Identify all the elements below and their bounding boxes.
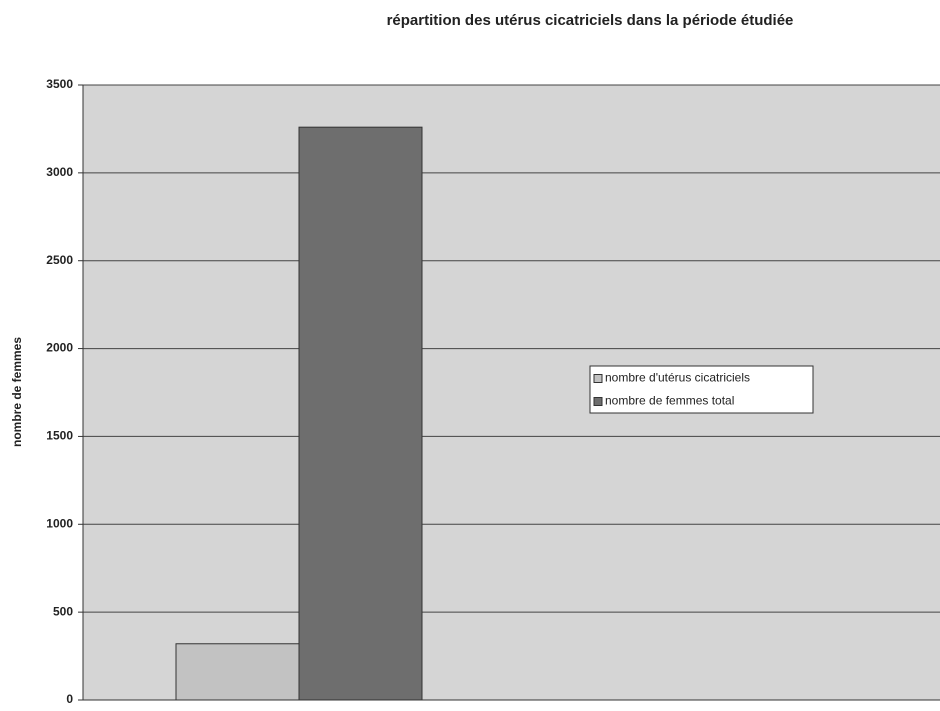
legend-key [593, 374, 603, 383]
y-tick-label: 1500 [46, 429, 73, 443]
legend-label: nombre d'utérus cicatriciels [605, 371, 750, 385]
y-tick-label: 2000 [46, 341, 73, 355]
bar [175, 643, 300, 701]
y-tick-label: 2500 [46, 253, 73, 267]
y-tick-label: 1000 [46, 516, 73, 530]
y-tick-label: 3500 [46, 77, 73, 91]
y-tick-label: 0 [66, 692, 73, 706]
y-tick-label: 500 [53, 604, 73, 618]
y-tick-label: 3000 [46, 165, 73, 179]
legend-box [589, 365, 814, 414]
legend-label: nombre de femmes total [605, 394, 734, 408]
legend-key [593, 397, 603, 406]
bar [298, 126, 423, 701]
chart-title: répartition des utérus cicatriciels dans… [387, 12, 794, 29]
y-axis-label: nombre de femmes [10, 337, 24, 447]
